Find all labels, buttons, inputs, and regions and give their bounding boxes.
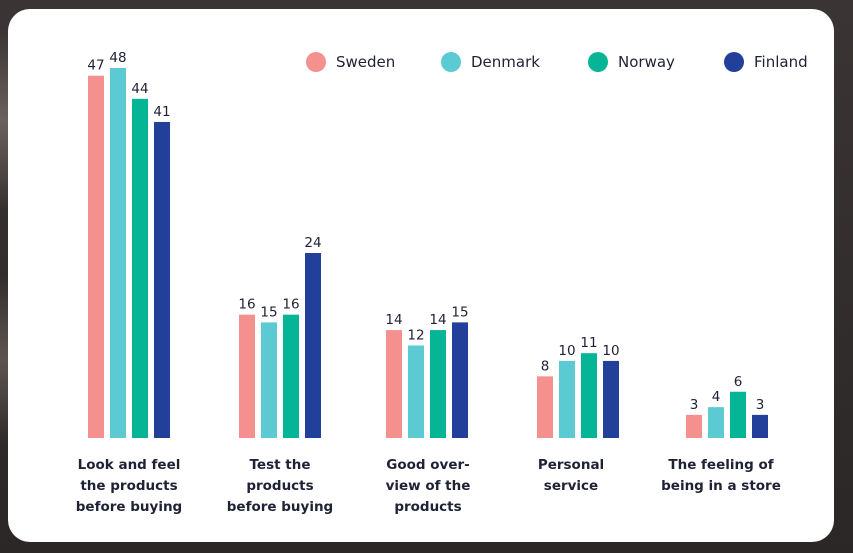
legend-item-norway: Norway [588, 52, 675, 72]
bar-sweden-0 [88, 75, 104, 438]
bar-norway-0 [132, 98, 148, 438]
bar-finland-0 [154, 121, 170, 438]
value-label-sweden-2: 14 [385, 312, 402, 328]
value-label-denmark-0: 48 [109, 50, 126, 66]
legend-label-denmark: Denmark [471, 53, 540, 71]
bars-layer [88, 68, 768, 438]
value-label-denmark-1: 15 [260, 304, 277, 320]
value-label-denmark-3: 10 [558, 343, 575, 359]
category-label-good-overview: Good over- view of the products [385, 457, 471, 515]
bar-finland-3 [603, 360, 619, 438]
value-label-sweden-3: 8 [541, 358, 550, 374]
value-label-denmark-4: 4 [712, 389, 721, 405]
bar-finland-1 [305, 253, 321, 438]
bar-norway-1 [283, 314, 299, 438]
bar-denmark-4 [708, 407, 724, 438]
legend-item-denmark: Denmark [441, 52, 540, 72]
value-label-norway-3: 11 [580, 335, 597, 351]
bar-finland-4 [752, 414, 768, 438]
value-label-sweden-4: 3 [690, 397, 699, 413]
value-label-finland-4: 3 [756, 397, 765, 413]
value-label-denmark-2: 12 [407, 328, 424, 344]
value-label-sweden-1: 16 [238, 297, 255, 313]
value-label-norway-0: 44 [131, 81, 148, 97]
legend-item-sweden: Sweden [306, 52, 395, 72]
legend-item-finland: Finland [724, 52, 808, 72]
bar-norway-3 [581, 353, 597, 438]
value-label-norway-2: 14 [429, 312, 446, 328]
bar-sweden-1 [239, 314, 255, 438]
value-label-norway-1: 16 [282, 297, 299, 313]
category-label-test-products: Test the products before buying [226, 457, 334, 515]
legend-swatch-finland [724, 52, 744, 72]
bar-norway-2 [430, 330, 446, 438]
bar-denmark-3 [559, 360, 575, 438]
bar-denmark-1 [261, 322, 277, 438]
bar-norway-4 [730, 391, 746, 438]
bar-finland-2 [452, 322, 468, 438]
category-label-feeling-of-store: The feeling of being in a store [661, 457, 781, 494]
legend-label-sweden: Sweden [336, 53, 396, 71]
bar-denmark-0 [110, 68, 126, 438]
legend-label-finland: Finland [754, 53, 808, 71]
legend-swatch-sweden [306, 52, 326, 72]
value-label-finland-2: 15 [451, 304, 468, 320]
value-label-finland-3: 10 [602, 343, 619, 359]
legend-swatch-denmark [441, 52, 461, 72]
bar-sweden-2 [386, 330, 402, 438]
category-label-look-and-feel: Look and feel the products before buying [75, 457, 183, 515]
bar-denmark-2 [408, 345, 424, 438]
legend-label-norway: Norway [618, 53, 675, 71]
legend-swatch-norway [588, 52, 608, 72]
bar-sweden-3 [537, 376, 553, 438]
category-label-personal-service: Personal service [537, 457, 605, 494]
value-label-sweden-0: 47 [87, 58, 104, 74]
bar-sweden-4 [686, 414, 702, 438]
value-label-norway-4: 6 [734, 374, 743, 390]
value-label-finland-0: 41 [153, 104, 170, 120]
value-label-finland-1: 24 [304, 235, 321, 251]
